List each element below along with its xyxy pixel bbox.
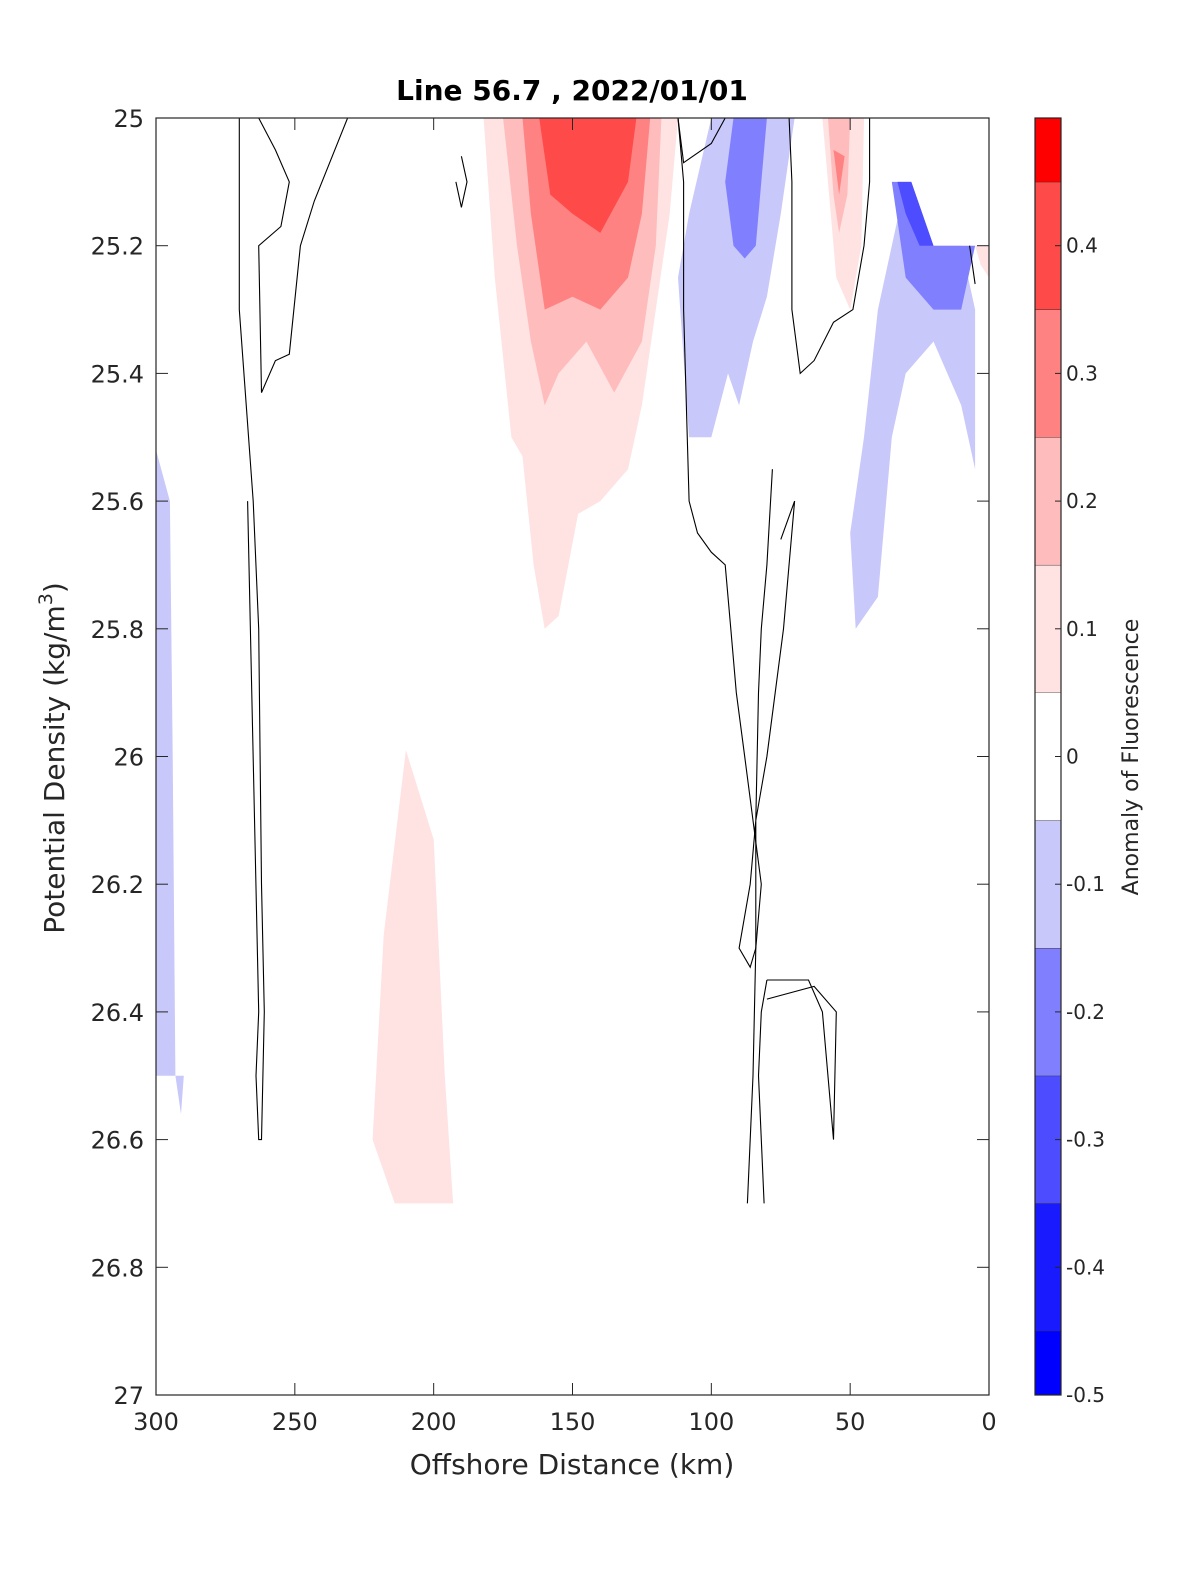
contour-line-1: [258, 117, 349, 393]
y-tick-label-3: 25.6: [91, 488, 144, 516]
filled-region-9: [372, 750, 454, 1204]
y-tick-label-6: 26.2: [91, 871, 144, 899]
colorbar-tick-label-5: 0: [1066, 745, 1079, 769]
contour-line-2: [455, 156, 468, 208]
colorbar-tick-label-3: -0.2: [1066, 1000, 1105, 1024]
colorbar-tick-label-1: -0.4: [1066, 1255, 1105, 1279]
contour-line-3: [677, 117, 762, 1204]
colorbar: -0.5 -0.4 -0.3 -0.2 -0.1 0 0.1 0.2 0.3 0.4: [1034, 117, 1105, 1407]
colorbar-swatch-0: [1035, 1331, 1061, 1395]
x-axis-title: Offshore Distance (km): [410, 1448, 735, 1481]
x-tick-label-4: 100: [688, 1408, 734, 1436]
filled-region-10: [678, 118, 795, 438]
y-axis-title-close: ): [38, 582, 71, 593]
filled-region-7: [833, 149, 845, 195]
contour-line-6: [738, 469, 796, 969]
filled-region-14: [897, 181, 934, 246]
y-axis-title-superscript: 3: [35, 593, 57, 605]
colorbar-tick-label-8: 0.3: [1066, 361, 1098, 385]
colorbar-tick-label-4: -0.1: [1066, 872, 1105, 896]
contour-line-5: [788, 117, 871, 375]
y-tick-label-0: 25: [113, 105, 144, 133]
y-axis-title: Potential Density (kg/m3): [35, 582, 71, 934]
colorbar-swatch-10: [1035, 118, 1061, 182]
x-axis-ticks: 300 250 200 150 100 50 0: [133, 118, 997, 1436]
filled-contours: [156, 118, 989, 1204]
filled-region-15: [156, 450, 184, 1115]
filled-region-8: [975, 245, 989, 278]
y-tick-label-7: 26.4: [91, 999, 144, 1027]
y-tick-label-10: 27: [113, 1382, 144, 1410]
x-tick-label-0: 300: [133, 1408, 179, 1436]
y-tick-label-4: 25.8: [91, 616, 144, 644]
contour-line-7: [766, 979, 837, 1140]
x-tick-label-2: 200: [411, 1408, 457, 1436]
y-tick-label-9: 26.8: [91, 1254, 144, 1282]
x-tick-label-5: 50: [835, 1408, 866, 1436]
x-tick-label-6: 0: [981, 1408, 996, 1436]
colorbar-tick-label-0: -0.5: [1066, 1383, 1105, 1407]
contour-line-0: [238, 118, 265, 1141]
y-axis-ticks: 25 25.2 25.4 25.6 25.8 26 26.2 26.4 26.6 26.8 27: [91, 105, 989, 1410]
filled-region-11: [725, 118, 767, 259]
y-tick-label-2: 25.4: [91, 360, 144, 388]
x-tick-label-1: 250: [272, 1408, 318, 1436]
y-axis-title-main: Potential Density (kg/m: [38, 605, 71, 934]
chart-title: Line 56.7 , 2022/01/01: [396, 74, 748, 107]
y-tick-label-5: 26: [113, 744, 144, 772]
contour-line-9: [969, 245, 976, 285]
y-tick-label-8: 26.6: [91, 1127, 144, 1155]
colorbar-tick-label-9: 0.4: [1066, 234, 1098, 258]
filled-region-4: [558, 118, 628, 163]
y-tick-label-1: 25.2: [91, 233, 144, 261]
contour-line-4: [677, 117, 726, 164]
contour-line-8: [757, 979, 768, 1204]
colorbar-tick-label-2: -0.3: [1066, 1128, 1105, 1152]
colorbar-tick-label-7: 0.2: [1066, 489, 1098, 513]
colorbar-title: Anomaly of Fluorescence: [1119, 619, 1144, 896]
contour-lines: [238, 117, 976, 1204]
colorbar-tick-label-6: 0.1: [1066, 617, 1098, 641]
x-tick-label-3: 150: [550, 1408, 596, 1436]
